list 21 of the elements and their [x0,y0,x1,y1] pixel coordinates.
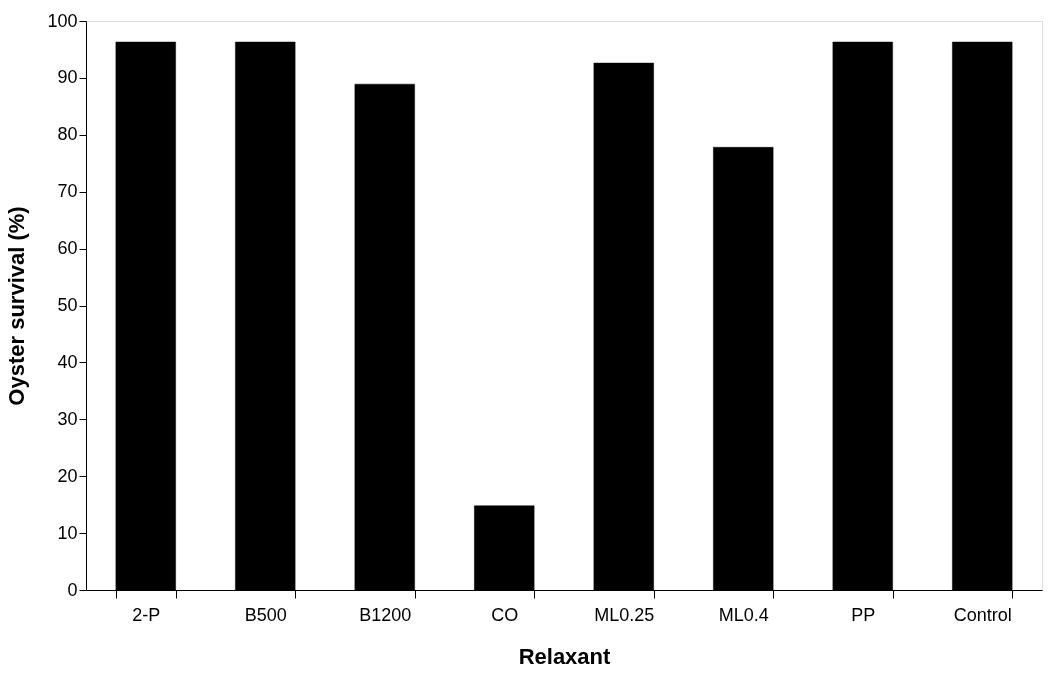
x-tick-label: PP [851,604,876,625]
y-tick-label: 20 [57,465,78,486]
x-tick-label: B500 [244,604,287,625]
x-tick-label: Control [953,604,1012,625]
y-tick-label: 10 [57,522,78,543]
y-tick-label: 70 [57,181,78,202]
x-tick-label: B1200 [359,604,412,625]
y-tick-label: 100 [47,10,78,31]
y-tick-label: 50 [57,295,78,315]
x-tick-label: CO [491,604,519,625]
x-tick-label: ML0.25 [594,604,655,625]
y-tick-label: 90 [57,67,78,88]
x-tick-label: 2-P [132,604,161,625]
y-tick-label: 80 [57,124,78,145]
y-axis-title: Oyster survival (%) [4,206,30,406]
y-tick-label: 40 [57,351,78,372]
y-tick-label: 60 [57,238,78,259]
x-axis-title: Relaxant [518,643,612,669]
y-tick-label: 30 [57,408,78,429]
x-tick-label: ML0.4 [718,604,769,625]
y-tick-label: 0 [67,579,78,600]
